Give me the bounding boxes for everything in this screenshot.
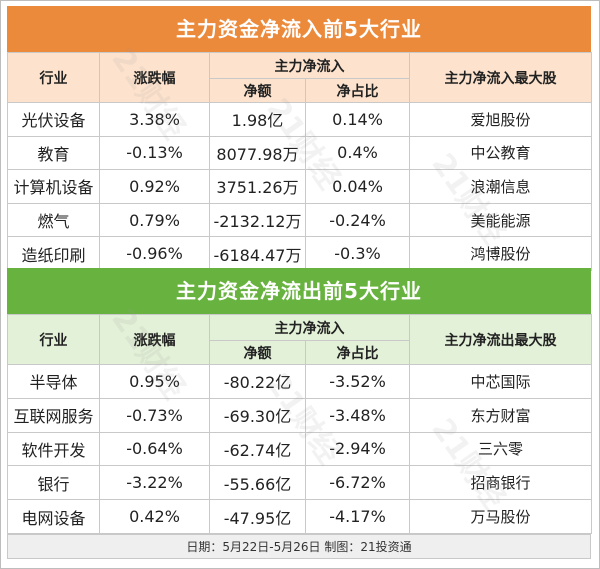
inflow-header-row: 行业 涨跌幅 主力净流入 主力净流入最大股	[7, 52, 592, 103]
table-row: 光伏设备 3.38% 1.98亿 0.14% 爱旭股份	[7, 102, 592, 137]
change-cell: 0.42%	[99, 499, 210, 534]
table-row: 半导体 0.95% -80.22亿 -3.52% 中芯国际	[7, 364, 592, 399]
table-row: 电网设备 0.42% -47.95亿 -4.17% 万马股份	[7, 499, 592, 534]
inflow-table: 行业 涨跌幅 主力净流入 主力净流入最大股 净额 净占比 光伏设备 3.38% …	[7, 52, 592, 271]
inflow-header-industry: 行业	[7, 52, 100, 103]
outflow-header-row: 行业 涨跌幅 主力净流入 主力净流出最大股	[7, 314, 592, 365]
change-cell: 0.95%	[99, 364, 210, 399]
ratio-cell: -2.94%	[305, 431, 410, 467]
stock-cell: 东方财富	[409, 397, 592, 433]
industry-cell: 软件开发	[7, 431, 100, 467]
table-row: 互联网服务 -0.73% -69.30亿 -3.48% 东方财富	[7, 397, 592, 433]
industry-cell: 银行	[7, 465, 100, 501]
stock-cell: 鸿博股份	[409, 236, 592, 271]
stock-cell: 爱旭股份	[409, 102, 592, 137]
inflow-header-amount: 净额	[209, 78, 306, 103]
change-cell: 0.79%	[99, 202, 210, 238]
industry-cell: 造纸印刷	[7, 236, 100, 271]
outflow-title: 主力资金净流出前5大行业	[7, 268, 591, 314]
industry-cell: 互联网服务	[7, 397, 100, 433]
outflow-table: 行业 涨跌幅 主力净流入 主力净流出最大股 净额 净占比 半导体 0.95% -…	[7, 314, 592, 534]
amount-cell: -55.66亿	[209, 465, 306, 501]
change-cell: -0.96%	[99, 236, 210, 271]
change-cell: -0.13%	[99, 135, 210, 171]
table-row: 银行 -3.22% -55.66亿 -6.72% 招商银行	[7, 465, 592, 501]
inflow-subheader-row: 净额 净占比	[8, 78, 592, 103]
table-row: 计算机设备 0.92% 3751.26万 0.04% 浪潮信息	[7, 169, 592, 204]
change-cell: -0.73%	[99, 397, 210, 433]
stock-cell: 中芯国际	[409, 364, 592, 399]
change-cell: -0.64%	[99, 431, 210, 467]
industry-cell: 光伏设备	[7, 102, 100, 137]
amount-cell: 8077.98万	[209, 135, 306, 171]
stock-cell: 浪潮信息	[409, 169, 592, 204]
change-cell: 0.92%	[99, 169, 210, 204]
footer-note: 日期：5月22日-5月26日 制图：21投资通	[7, 534, 591, 559]
outflow-header-amount: 净额	[209, 340, 306, 365]
ratio-cell: -0.24%	[305, 202, 410, 238]
amount-cell: 3751.26万	[209, 169, 306, 204]
outflow-header-industry: 行业	[7, 314, 100, 365]
inflow-header-top-stock: 主力净流入最大股	[409, 52, 592, 103]
change-cell: -3.22%	[99, 465, 210, 501]
outflow-header-ratio: 净占比	[305, 340, 410, 365]
industry-cell: 燃气	[7, 202, 100, 238]
stock-cell: 招商银行	[409, 465, 592, 501]
stock-cell: 三六零	[409, 431, 592, 467]
inflow-header-change: 涨跌幅	[99, 52, 210, 103]
amount-cell: -47.95亿	[209, 499, 306, 534]
amount-cell: -2132.12万	[209, 202, 306, 238]
industry-cell: 教育	[7, 135, 100, 171]
amount-cell: -6184.47万	[209, 236, 306, 271]
amount-cell: -69.30亿	[209, 397, 306, 433]
industry-cell: 电网设备	[7, 499, 100, 534]
inflow-header-ratio: 净占比	[305, 78, 410, 103]
inflow-header-group: 主力净流入	[209, 52, 410, 79]
stock-cell: 美能能源	[409, 202, 592, 238]
ratio-cell: -6.72%	[305, 465, 410, 501]
industry-cell: 计算机设备	[7, 169, 100, 204]
ratio-cell: -0.3%	[305, 236, 410, 271]
ratio-cell: -3.52%	[305, 364, 410, 399]
table-row: 软件开发 -0.64% -62.74亿 -2.94% 三六零	[7, 431, 592, 467]
ratio-cell: 0.04%	[305, 169, 410, 204]
industry-cell: 半导体	[7, 364, 100, 399]
stock-cell: 中公教育	[409, 135, 592, 171]
stock-cell: 万马股份	[409, 499, 592, 534]
table-row: 教育 -0.13% 8077.98万 0.4% 中公教育	[7, 135, 592, 171]
outflow-header-top-stock: 主力净流出最大股	[409, 314, 592, 365]
ratio-cell: -3.48%	[305, 397, 410, 433]
outflow-header-group: 主力净流入	[209, 314, 410, 341]
outflow-subheader-row: 净额 净占比	[8, 340, 592, 365]
change-cell: 3.38%	[99, 102, 210, 137]
ratio-cell: -4.17%	[305, 499, 410, 534]
outflow-header-change: 涨跌幅	[99, 314, 210, 365]
amount-cell: 1.98亿	[209, 102, 306, 137]
inflow-title: 主力资金净流入前5大行业	[7, 6, 591, 52]
amount-cell: -62.74亿	[209, 431, 306, 467]
table-row: 造纸印刷 -0.96% -6184.47万 -0.3% 鸿博股份	[7, 236, 592, 271]
table-row: 燃气 0.79% -2132.12万 -0.24% 美能能源	[7, 202, 592, 238]
ratio-cell: 0.14%	[305, 102, 410, 137]
amount-cell: -80.22亿	[209, 364, 306, 399]
ratio-cell: 0.4%	[305, 135, 410, 171]
